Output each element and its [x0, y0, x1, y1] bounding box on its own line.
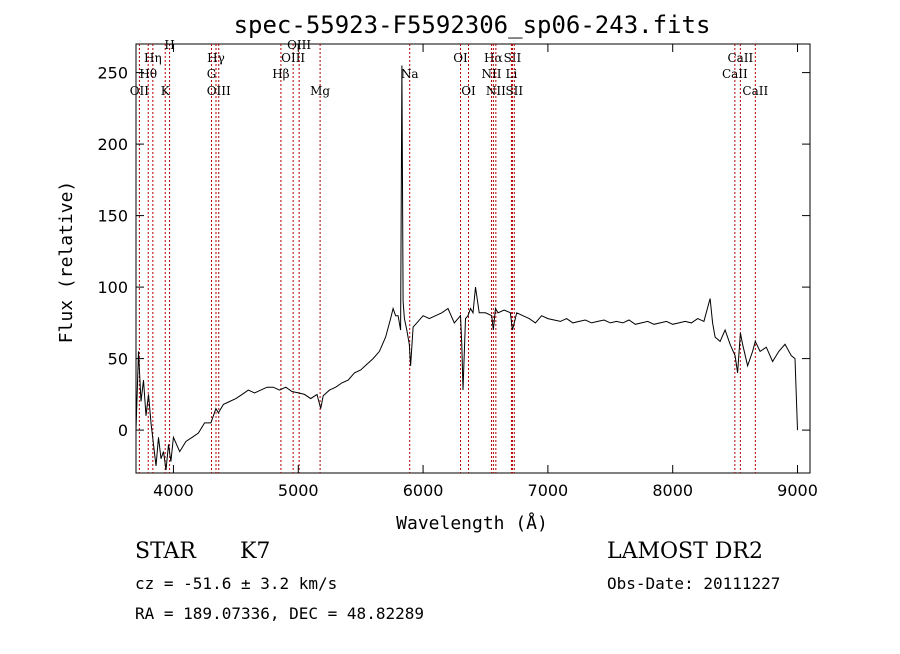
spectral-line-label: NII — [486, 84, 506, 98]
x-tick-label: 8000 — [652, 481, 693, 500]
observation-date: Obs-Date: 20111227 — [607, 574, 780, 593]
spectral-line-label: CaII — [742, 84, 768, 98]
spectral-line-label: CaII — [722, 67, 748, 81]
spectral-line-label: OIII — [207, 84, 231, 98]
spectral-line-label: OIII — [281, 51, 305, 65]
spectral-line-label: Hγ — [207, 51, 225, 65]
spectral-line-label: Hη — [144, 51, 162, 65]
spectral-line-label: OIII — [287, 38, 311, 52]
spectral-line-label: Mg — [310, 84, 330, 98]
y-tick-label: 200 — [97, 135, 128, 154]
spectral-line-label: G — [207, 67, 217, 81]
spectral-line-label: Li — [506, 67, 518, 81]
x-tick-label: 5000 — [278, 481, 319, 500]
object-subclass: K7 — [240, 539, 270, 564]
spectral-line-label: Na — [401, 67, 419, 81]
spectral-line-label: OII — [130, 84, 150, 98]
spectral-line-label: Hα — [484, 51, 503, 65]
y-tick-label: 50 — [108, 350, 128, 369]
spectral-line-label: Hθ — [139, 67, 157, 81]
spectral-line-label: H — [164, 38, 174, 52]
spectral-line-label: K — [161, 84, 171, 98]
spectral-line-label: SII — [505, 84, 523, 98]
x-tick-label: 4000 — [153, 481, 194, 500]
chart-title: spec-55923-F5592306_sp06-243.fits — [234, 11, 711, 39]
y-tick-label: 150 — [97, 207, 128, 226]
x-axis-label: Wavelength (Å) — [396, 512, 548, 534]
x-tick-label: 9000 — [777, 481, 818, 500]
x-tick-label: 6000 — [403, 481, 444, 500]
spectral-line-label: CaII — [727, 51, 753, 65]
object-class: STAR — [135, 539, 197, 564]
spectrum-line — [135, 65, 798, 471]
y-axis-label: Flux (relative) — [56, 181, 77, 344]
spectral-line-label: NII — [481, 67, 501, 81]
y-tick-label: 250 — [97, 64, 128, 83]
x-axis-ticks: 4000 5000 6000 7000 8000 9000 — [153, 44, 818, 500]
spectral-line-label: Hβ — [272, 67, 289, 81]
redshift-velocity: cz = -51.6 ± 3.2 km/s — [135, 574, 337, 593]
spectral-line-label: SII — [504, 51, 522, 65]
sky-coordinates: RA = 189.07336, DEC = 48.82289 — [135, 604, 424, 623]
y-tick-label: 0 — [118, 421, 128, 440]
plot-frame — [135, 43, 811, 474]
y-axis-ticks: 0 50 100 150 200 250 — [97, 64, 810, 440]
survey-name: LAMOST DR2 — [607, 539, 763, 564]
y-tick-label: 100 — [97, 278, 128, 297]
spectral-line-label: OI — [453, 51, 468, 65]
x-tick-label: 7000 — [528, 481, 569, 500]
spectral-line-label: OI — [461, 84, 476, 98]
